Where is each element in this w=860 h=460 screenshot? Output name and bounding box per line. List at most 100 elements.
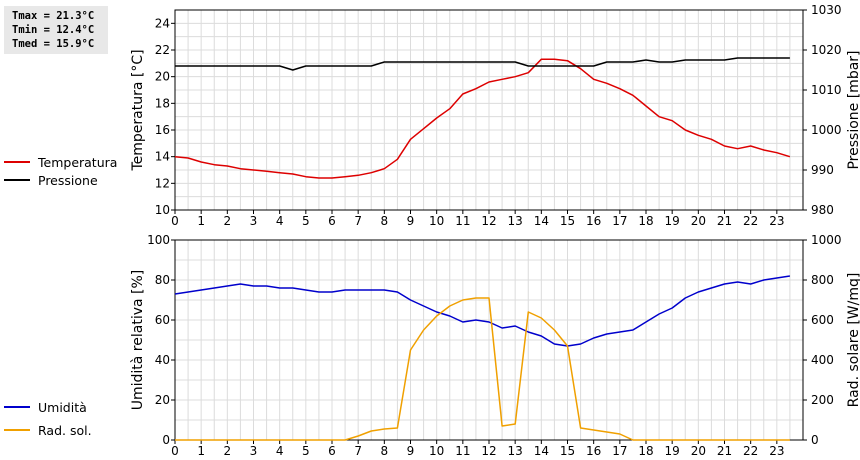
- y2-tick-label: 990: [811, 163, 834, 177]
- y-tick-label: 0: [162, 433, 170, 447]
- y2-tick-label: 600: [811, 313, 834, 327]
- y2-tick-label: 1030: [811, 3, 842, 17]
- tmax-stat: Tmax = 21.3°C: [12, 10, 95, 22]
- legend-item-temperatura: Temperatura: [4, 153, 117, 171]
- x-tick-label: 22: [743, 214, 758, 228]
- x-tick-label: 4: [276, 444, 284, 458]
- tmed-stat: Tmed = 15.9°C: [12, 38, 95, 50]
- x-tick-label: 15: [560, 444, 575, 458]
- legend-top: Temperatura Pressione: [4, 153, 117, 189]
- x-tick-label: 4: [276, 214, 284, 228]
- y2-tick-label: 400: [811, 353, 834, 367]
- y-tick-label: 18: [155, 96, 170, 110]
- x-tick-label: 1: [197, 214, 205, 228]
- x-tick-label: 10: [429, 214, 444, 228]
- x-tick-label: 11: [455, 444, 470, 458]
- x-tick-label: 8: [381, 214, 389, 228]
- x-tick-label: 8: [381, 444, 389, 458]
- x-tick-label: 20: [691, 444, 706, 458]
- x-tick-label: 18: [638, 214, 653, 228]
- y2-tick-label: 1000: [811, 233, 842, 247]
- x-tick-label: 23: [769, 214, 784, 228]
- y-tick-label: 16: [155, 123, 170, 137]
- x-tick-label: 0: [171, 214, 179, 228]
- x-tick-label: 17: [612, 444, 627, 458]
- x-tick-label: 5: [302, 214, 310, 228]
- y2-tick-label: 1010: [811, 83, 842, 97]
- x-tick-label: 3: [250, 444, 258, 458]
- y2-tick-label: 200: [811, 393, 834, 407]
- x-tick-label: 21: [717, 214, 732, 228]
- legend-label: Pressione: [38, 172, 98, 188]
- series-line-pressione: [175, 57, 790, 71]
- y2-tick-label: 1000: [811, 123, 842, 137]
- x-tick-label: 1: [197, 444, 205, 458]
- y2-tick-label: 0: [811, 433, 819, 447]
- x-tick-label: 21: [717, 444, 732, 458]
- y2-axis-title: Rad. solare [W/mq]: [846, 273, 860, 408]
- x-tick-label: 16: [586, 214, 601, 228]
- series-line-rad-sol-: [175, 297, 790, 441]
- y-tick-label: 14: [155, 150, 170, 164]
- plot-panel-1: 0 1 2 3 4 5 6 7 8 9 10 11 12 13 14 15 16 17 18 19 20 21 22 2310…: [130, 3, 860, 228]
- y2-axis-title: Pressione [mbar]: [846, 50, 860, 169]
- x-tick-label: 7: [354, 444, 362, 458]
- y-axis-title: Temperatura [°C]: [130, 49, 146, 171]
- x-tick-label: 14: [534, 214, 549, 228]
- x-tick-label: 5: [302, 444, 310, 458]
- y-tick-label: 20: [155, 70, 170, 84]
- y-tick-label: 20: [155, 393, 170, 407]
- x-tick-label: 6: [328, 444, 336, 458]
- x-tick-label: 19: [665, 214, 680, 228]
- legend-label: Rad. sol.: [38, 422, 92, 438]
- y-tick-label: 60: [155, 313, 170, 327]
- legend-item-rad-sol: Rad. sol.: [4, 421, 92, 439]
- x-tick-label: 7: [354, 214, 362, 228]
- x-tick-label: 22: [743, 444, 758, 458]
- legend-label: Temperatura: [38, 154, 118, 170]
- legend-swatch: [4, 429, 30, 431]
- legend-label: Umidità: [38, 399, 87, 415]
- tmin-stat: Tmin = 12.4°C: [12, 24, 95, 36]
- x-tick-label: 19: [665, 444, 680, 458]
- legend-swatch: [4, 161, 30, 163]
- x-tick-label: 18: [638, 444, 653, 458]
- legend-item-umidita: Umidità: [4, 398, 87, 416]
- x-tick-label: 6: [328, 214, 336, 228]
- x-tick-label: 2: [224, 444, 232, 458]
- x-tick-label: 11: [455, 214, 470, 228]
- x-tick-label: 15: [560, 214, 575, 228]
- y-tick-label: 100: [147, 233, 170, 247]
- x-tick-label: 3: [250, 214, 258, 228]
- x-tick-label: 12: [481, 214, 496, 228]
- series-line-umidit-: [174, 275, 791, 347]
- plot-panel-2: 0 1 2 3 4 5 6 7 8 9 10 11 12 13 14 15 16 17 18 19 20 21 22 2302…: [130, 233, 860, 458]
- legend-swatch: [4, 406, 30, 408]
- x-tick-label: 12: [481, 444, 496, 458]
- y2-tick-label: 1020: [811, 43, 842, 57]
- x-tick-label: 10: [429, 444, 444, 458]
- y-tick-label: 22: [155, 43, 170, 57]
- legend-swatch: [4, 179, 30, 181]
- stats-box: Tmax = 21.3°C Tmin = 12.4°C Tmed = 15.9°…: [4, 6, 108, 54]
- y-axis-title: Umidità relativa [%]: [130, 270, 146, 411]
- y-tick-label: 80: [155, 273, 170, 287]
- x-tick-label: 16: [586, 444, 601, 458]
- x-tick-label: 17: [612, 214, 627, 228]
- y-tick-label: 40: [155, 353, 170, 367]
- y-tick-label: 12: [155, 176, 170, 190]
- x-tick-label: 13: [508, 214, 523, 228]
- x-tick-label: 20: [691, 214, 706, 228]
- x-tick-label: 9: [407, 444, 415, 458]
- series-line-temperatura: [174, 58, 791, 179]
- x-tick-label: 0: [171, 444, 179, 458]
- y2-tick-label: 980: [811, 203, 834, 217]
- x-tick-label: 13: [508, 444, 523, 458]
- x-tick-label: 2: [224, 214, 232, 228]
- x-tick-label: 14: [534, 444, 549, 458]
- y-tick-label: 10: [155, 203, 170, 217]
- x-tick-label: 9: [407, 214, 415, 228]
- y-tick-label: 24: [155, 16, 170, 30]
- y2-tick-label: 800: [811, 273, 834, 287]
